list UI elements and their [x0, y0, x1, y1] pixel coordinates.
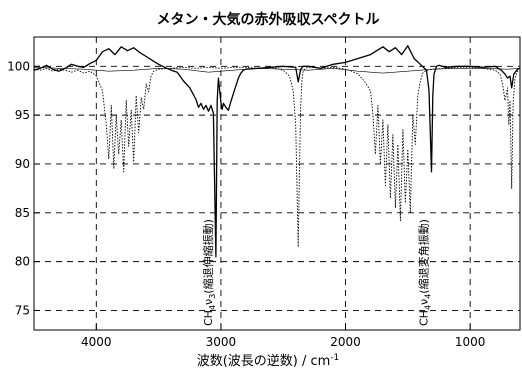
series-layer [33, 45, 521, 258]
x-tick-label-4000: 4000 [81, 335, 112, 349]
y-tick-label-95: 95 [15, 108, 30, 122]
y-tick-label-75: 75 [15, 303, 30, 317]
annotations-layer: CH4ν3(縮退伸縮振動) CH4ν4(縮退変角振動) [201, 219, 433, 326]
x-axis-label: 波数(波長の逆数) / cm-1 [197, 353, 340, 369]
x-axis-label-superscript: -1 [330, 353, 339, 363]
y-tick-label-100: 100 [7, 59, 30, 73]
chart-title: メタン・大気の赤外吸収スペクトル [156, 11, 379, 28]
annotation-label-2: CH4ν4(縮退変角振動) [417, 219, 433, 326]
y-tick-label-90: 90 [15, 157, 30, 171]
axis-ticks [34, 65, 471, 330]
series-line-1 [33, 45, 521, 258]
x-axis-label-text: 波数(波長の逆数) / cm [197, 353, 331, 369]
annotation-label-1: CH4ν3(縮退伸縮振動) [201, 219, 217, 326]
grid-lines [34, 37, 520, 330]
x-tick-label-3000: 3000 [206, 335, 237, 349]
tick-labels: 4000 3000 2000 1000 75 80 85 90 95 100 [7, 59, 485, 349]
series-line-3 [33, 67, 521, 74]
y-tick-label-80: 80 [15, 255, 30, 269]
series-line-2 [33, 66, 521, 248]
plot-frame [33, 36, 521, 331]
x-tick-label-2000: 2000 [330, 335, 361, 349]
y-tick-label-85: 85 [15, 206, 30, 220]
x-tick-label-1000: 1000 [455, 335, 486, 349]
